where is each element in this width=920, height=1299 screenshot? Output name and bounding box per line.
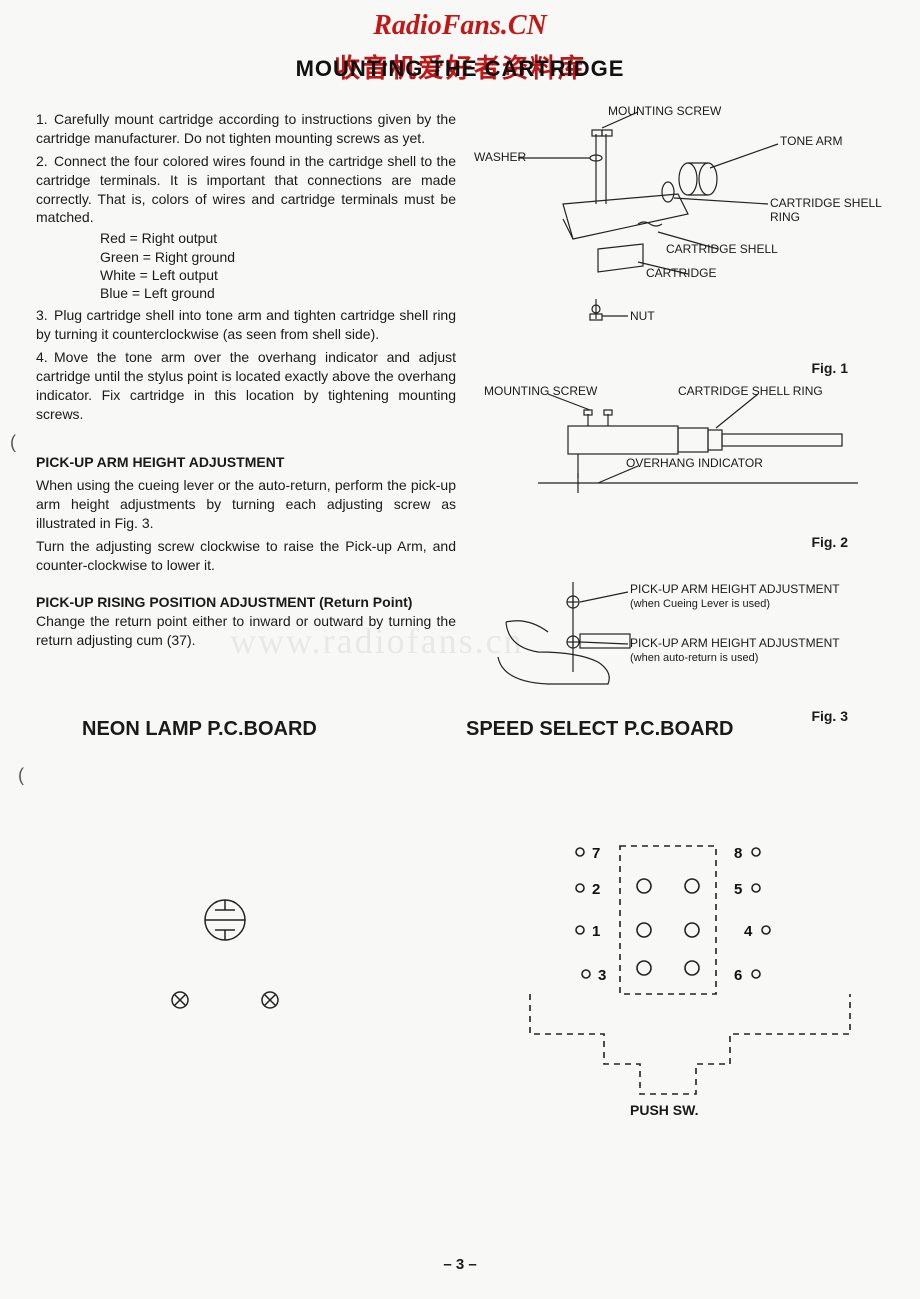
- instructions-column: 1.Carefully mount cartridge according to…: [36, 110, 456, 653]
- wire-color: White = Left output: [100, 266, 456, 284]
- section-heading-pickup-height: PICK-UP ARM HEIGHT ADJUSTMENT: [36, 453, 456, 472]
- figure-3: PICK-UP ARM HEIGHT ADJUSTMENT (when Cuei…: [478, 562, 888, 702]
- fig2-label-mounting-screw: MOUNTING SCREW: [484, 384, 597, 398]
- pin-label: 6: [734, 967, 742, 984]
- pin-label: 2: [592, 881, 600, 898]
- wire-color: Red = Right output: [100, 229, 456, 247]
- pin-label: 8: [734, 845, 742, 862]
- fig1-label-mounting-screw: MOUNTING SCREW: [608, 104, 721, 118]
- instruction-item: 2.Connect the four colored wires found i…: [36, 152, 456, 302]
- figures-column: MOUNTING SCREW WASHER TONE ARM CARTRIDGE…: [478, 104, 888, 736]
- figure-2: MOUNTING SCREW CARTRIDGE SHELL RING OVER…: [478, 388, 888, 528]
- instruction-list: 1.Carefully mount cartridge according to…: [36, 110, 456, 423]
- pin-label: 4: [744, 923, 753, 940]
- fig1-label-cartridge: CARTRIDGE: [646, 266, 716, 280]
- pin-label: 7: [592, 845, 600, 862]
- wire-color: Green = Right ground: [100, 248, 456, 266]
- fig3-label-adj-auto: PICK-UP ARM HEIGHT ADJUSTMENT (when auto…: [630, 636, 840, 664]
- speed-board-diagram: 7 2 1 3 8 5 4 6 PUSH SW.: [520, 834, 880, 1134]
- instruction-item: 4.Move the tone arm over the overhang in…: [36, 348, 456, 424]
- fig2-label-overhang: OVERHANG INDICATOR: [626, 456, 763, 470]
- page-title: MOUNTING THE CARTRIDGE: [0, 56, 920, 82]
- page-number: – 3 –: [0, 1256, 920, 1273]
- pin-label: 3: [598, 967, 606, 984]
- heading-speed-board: SPEED SELECT P.C.BOARD: [466, 718, 733, 741]
- fig1-label-tone-arm: TONE ARM: [780, 134, 842, 148]
- scan-mark: (: [18, 765, 24, 786]
- fig2-caption: Fig. 2: [478, 534, 888, 550]
- wire-color: Blue = Left ground: [100, 284, 456, 302]
- figure-1: MOUNTING SCREW WASHER TONE ARM CARTRIDGE…: [478, 104, 888, 354]
- push-sw-label: PUSH SW.: [630, 1102, 698, 1118]
- neon-board-diagram: [110, 880, 340, 1060]
- body-text: Change the return point either to inward…: [36, 612, 456, 650]
- body-text: Turn the adjusting screw clockwise to ra…: [36, 537, 456, 575]
- wire-color-list: Red = Right output Green = Right ground …: [100, 229, 456, 302]
- fig1-label-shell-ring: CARTRIDGE SHELL RING: [770, 196, 888, 224]
- fig1-label-nut: NUT: [630, 309, 655, 323]
- section-heading-rising: PICK-UP RISING POSITION ADJUSTMENT (Retu…: [36, 593, 456, 612]
- pin-label: 5: [734, 881, 742, 898]
- fig1-caption: Fig. 1: [478, 360, 888, 376]
- pin-label: 1: [592, 923, 600, 940]
- scan-mark: (: [10, 432, 16, 453]
- fig1-label-shell: CARTRIDGE SHELL: [666, 242, 778, 256]
- heading-neon-board: NEON LAMP P.C.BOARD: [82, 718, 317, 741]
- fig2-label-shell-ring: CARTRIDGE SHELL RING: [678, 384, 823, 398]
- fig3-label-adj-cue: PICK-UP ARM HEIGHT ADJUSTMENT (when Cuei…: [630, 582, 840, 610]
- body-text: When using the cueing lever or the auto-…: [36, 476, 456, 533]
- instruction-item: 3.Plug cartridge shell into tone arm and…: [36, 306, 456, 344]
- watermark-site: RadioFans.CN: [0, 10, 920, 42]
- fig1-label-washer: WASHER: [474, 150, 526, 164]
- instruction-item: 1.Carefully mount cartridge according to…: [36, 110, 456, 148]
